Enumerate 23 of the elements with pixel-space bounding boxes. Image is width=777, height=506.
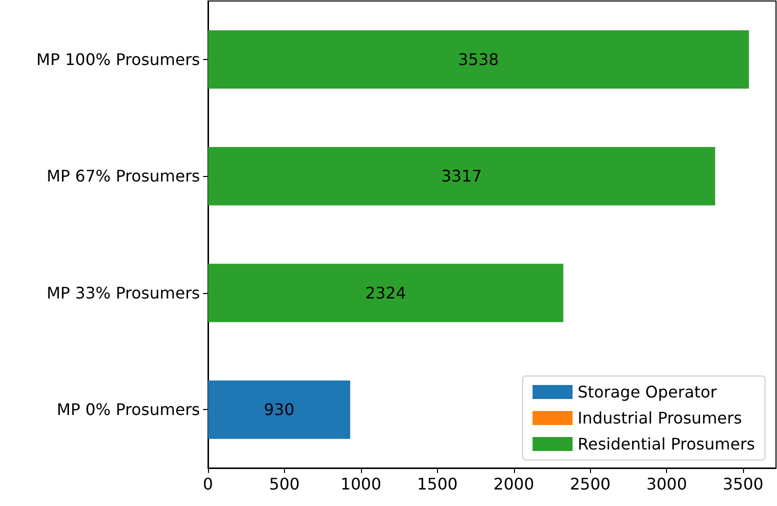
y-tick-label: MP 33% Prosumers bbox=[46, 283, 200, 302]
x-tick-label: 1500 bbox=[416, 474, 458, 494]
x-tick-label: 3000 bbox=[646, 474, 688, 494]
y-tick-label: MP 67% Prosumers bbox=[46, 166, 200, 186]
legend-label: Industrial Prosumers bbox=[578, 408, 742, 428]
x-tick-label: 3500 bbox=[722, 474, 764, 494]
data-label: 3538 bbox=[458, 50, 499, 69]
x-tick-label: 2500 bbox=[570, 474, 611, 494]
y-tick-label: MP 100% Prosumers bbox=[36, 50, 200, 69]
x-tick-label: 1000 bbox=[340, 474, 382, 494]
x-tick-label: 500 bbox=[269, 474, 300, 494]
data-label: 2324 bbox=[365, 283, 406, 302]
bar bbox=[208, 30, 749, 89]
bar bbox=[208, 380, 350, 439]
x-tick-label: 0 bbox=[202, 474, 214, 494]
x-tick-label: 2000 bbox=[493, 474, 534, 494]
data-label: 3317 bbox=[441, 166, 482, 186]
y-tick-label: MP 0% Prosumers bbox=[56, 400, 200, 420]
legend-label: Residential Prosumers bbox=[578, 434, 755, 454]
data-label: 930 bbox=[264, 400, 294, 420]
bar bbox=[208, 146, 716, 206]
bar bbox=[208, 264, 564, 322]
legend-label: Storage Operator bbox=[578, 382, 718, 402]
